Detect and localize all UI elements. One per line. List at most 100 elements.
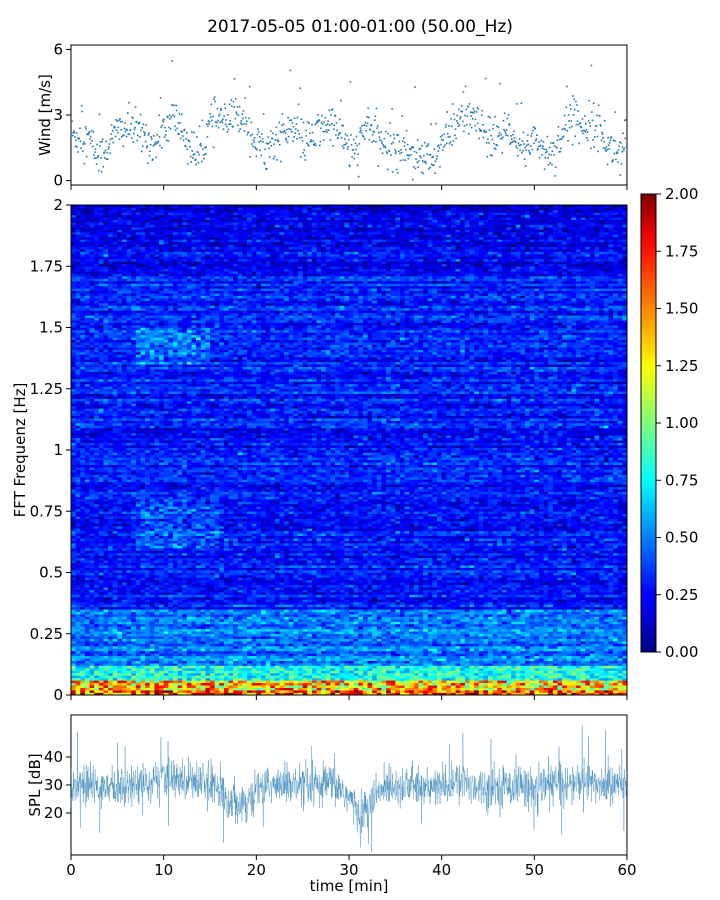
spectrogram-cell (493, 663, 498, 666)
spectrogram-cell (330, 634, 335, 637)
wind-point (321, 122, 323, 124)
spectrogram-cell (233, 634, 238, 637)
spectrogram-cell (187, 661, 192, 664)
spectrogram-cell (293, 624, 298, 627)
spectrogram-cell (553, 617, 558, 620)
spectrogram-cell (275, 646, 280, 649)
spectrogram-cell (178, 680, 183, 683)
spectrogram-cell (80, 644, 85, 647)
spectrogram-cell (284, 661, 289, 664)
spectrogram-cell (247, 678, 252, 681)
spectrogram-cell (187, 622, 192, 625)
wind-point (578, 143, 580, 145)
spectrogram-cell (567, 668, 572, 671)
wind-point (82, 150, 84, 152)
spectrogram-cell (437, 690, 442, 693)
spectrogram-cell (432, 626, 437, 629)
spectrogram-cell (141, 629, 146, 632)
spectrogram-cell (136, 661, 141, 664)
spectrogram-cell (590, 680, 595, 683)
wind-point (473, 108, 475, 110)
spectrogram-cell (395, 688, 400, 691)
spectrogram-cell (576, 626, 581, 629)
spectrogram-cell (293, 661, 298, 664)
spectrogram-cell (76, 641, 81, 644)
spectrogram-cell (168, 644, 173, 647)
wind-point (581, 130, 583, 132)
spectrogram-cell (289, 639, 294, 642)
spectrogram-cell (242, 634, 247, 637)
spectrogram-cell (307, 631, 312, 634)
wind-point (271, 145, 273, 147)
wind-point (522, 150, 524, 152)
spectrogram-cell (284, 622, 289, 625)
spectrogram-cell (599, 680, 604, 683)
spectrogram-cell (576, 685, 581, 688)
spectrogram-cell (238, 680, 243, 683)
spectrogram-cell (80, 612, 85, 615)
spectrogram-cell (238, 626, 243, 629)
wind-point (377, 125, 379, 127)
wind-point (585, 123, 587, 125)
spectrogram-cell (530, 653, 535, 656)
spectrogram-cell (525, 617, 530, 620)
spectrogram-cell (423, 644, 428, 647)
spectrogram-cell (247, 663, 252, 666)
spectrogram-cell (187, 631, 192, 634)
spectrogram-cell (321, 651, 326, 654)
wind-point (192, 157, 194, 159)
wind-point (389, 151, 391, 153)
wind-point (525, 165, 527, 167)
spectrogram-cell (215, 617, 220, 620)
spectrogram-cell (599, 619, 604, 622)
spectrogram-cell (210, 634, 215, 637)
spectrogram-cell (544, 683, 549, 686)
wind-point (489, 117, 491, 119)
spectrogram-cell (242, 690, 247, 693)
spectrogram-cell (507, 653, 512, 656)
spectrogram-cell (307, 648, 312, 651)
spectrogram-cell (576, 617, 581, 620)
spectrogram-cell (567, 671, 572, 674)
wind-point (76, 146, 78, 148)
spectrogram-cell (229, 636, 234, 639)
spectrogram-cell (576, 658, 581, 661)
spectrogram-cell (386, 666, 391, 669)
spectrogram-cell (270, 648, 275, 651)
spectrogram-cell (229, 653, 234, 656)
spectrogram-cell (581, 631, 586, 634)
spectrogram-cell (136, 653, 141, 656)
spectrogram-cell (349, 680, 354, 683)
spectrogram-cell (344, 675, 349, 678)
spectrogram-cell (261, 680, 266, 683)
spectrogram-cell (562, 690, 567, 693)
spectrogram-cell (474, 626, 479, 629)
spectrogram-cell (238, 624, 243, 627)
wind-point (249, 86, 251, 88)
spectrogram-cell (599, 688, 604, 691)
spectrogram-cell (159, 641, 164, 644)
wind-point (572, 144, 574, 146)
spectrogram-cell (562, 641, 567, 644)
spectrogram-cell (419, 685, 424, 688)
spectrogram-cell (368, 639, 373, 642)
spectrogram-cell (409, 653, 414, 656)
spectrogram-cell (423, 685, 428, 688)
spectrogram-cell (363, 626, 368, 629)
spectrogram-cell (604, 690, 609, 693)
spectrogram-cell (307, 675, 312, 678)
wind-point (278, 141, 280, 143)
spectrogram-cell (567, 653, 572, 656)
wind-point (398, 150, 400, 152)
wind-point (347, 146, 349, 148)
spectrogram-cell (196, 634, 201, 637)
spectrogram-cell (590, 661, 595, 664)
spectrogram-cell (191, 646, 196, 649)
spectrogram-cell (534, 631, 539, 634)
spectrogram-cell (280, 683, 285, 686)
spectrogram-cell (474, 671, 479, 674)
spectrogram-cell (122, 639, 127, 642)
spectrogram-cell (488, 680, 493, 683)
spectrogram-cell (252, 663, 257, 666)
wind-point (190, 156, 192, 158)
